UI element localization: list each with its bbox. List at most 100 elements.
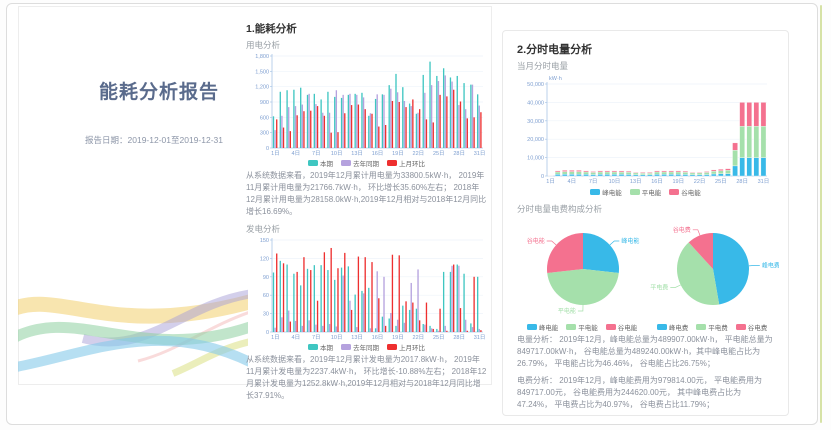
- legend-label: 去年同期: [353, 345, 379, 352]
- usage-summary: 从系统数据来看，2019年12月累计用电量为33800.5kW·h， 2019年…: [246, 171, 487, 216]
- svg-text:10,000: 10,000: [527, 156, 544, 162]
- legend-swatch-icon: [387, 344, 397, 350]
- svg-text:28日: 28日: [453, 150, 465, 157]
- svg-text:10日: 10日: [331, 334, 343, 341]
- cost-composition-pie: 峰电费 平电费 谷电费 峰电费 平电费 谷电费: [647, 217, 779, 332]
- legend-swatch-icon: [656, 324, 667, 330]
- legend-label: 本期: [320, 345, 333, 352]
- svg-text:900: 900: [260, 100, 269, 106]
- svg-text:kW·h: kW·h: [549, 76, 562, 82]
- wave-decoration: [18, 289, 248, 377]
- legend-label: 峰电费: [668, 325, 689, 332]
- legend-label: 去年同期: [353, 161, 379, 168]
- hourly-energy-chart: 0 10,000 20,000 30,000 40,000 50,000 kW·h 1日 4日 7…: [517, 72, 774, 197]
- legend-swatch-icon: [629, 189, 640, 195]
- chart-legend-energy_pie: 峰电能 平电能 谷电能: [517, 322, 647, 332]
- cost-summary: 电费分析： 2019年12月，峰电能费用为979814.00元， 平电能费用为8…: [517, 376, 762, 409]
- svg-text:19日: 19日: [392, 150, 404, 157]
- svg-text:19日: 19日: [392, 334, 404, 341]
- legend-item: 去年同期: [341, 158, 379, 168]
- legend-swatch-icon: [696, 324, 707, 330]
- legend-swatch-icon: [566, 324, 577, 330]
- legend-label: 平电能: [578, 325, 598, 332]
- legend-item: 本期: [308, 158, 333, 168]
- section1-heading: 1.能耗分析: [246, 23, 297, 35]
- svg-text:60: 60: [263, 293, 269, 299]
- legend-item: 上月环比: [387, 342, 425, 352]
- svg-text:平电能: 平电能: [558, 307, 576, 315]
- svg-text:4日: 4日: [292, 334, 301, 341]
- svg-text:31日: 31日: [758, 178, 770, 185]
- legend-label: 上月环比: [399, 345, 425, 352]
- legend-label: 谷电能: [681, 190, 701, 197]
- energy-composition-pie: 峰电能 平电能 谷电能 峰电能 平电能 谷电能: [517, 217, 647, 332]
- legend-swatch-icon: [735, 324, 746, 330]
- svg-text:13日: 13日: [630, 178, 642, 185]
- usage-chart-title: 用电分析: [246, 40, 281, 50]
- svg-text:19日: 19日: [672, 178, 684, 185]
- legend-label: 谷电能: [617, 325, 638, 332]
- legend-swatch-icon: [669, 189, 680, 195]
- svg-text:150: 150: [260, 238, 269, 244]
- legend-item: 谷电能: [605, 322, 638, 332]
- svg-text:22日: 22日: [694, 178, 706, 185]
- svg-text:0: 0: [266, 146, 269, 152]
- legend-swatch-icon: [308, 160, 318, 166]
- svg-text:16日: 16日: [372, 334, 384, 341]
- chart-legend-generation: 本期 去年同期 上月环比: [246, 342, 487, 352]
- svg-text:600: 600: [260, 115, 269, 121]
- electricity-generation-chart: 0 30 60 90 120 150 1日 4日 7日 10日 13日 16日 19日 22日 25日 28日…: [246, 235, 487, 352]
- svg-text:平电费: 平电费: [650, 284, 668, 292]
- svg-text:90: 90: [263, 275, 269, 281]
- svg-text:28日: 28日: [736, 178, 748, 185]
- legend-label: 上月环比: [399, 161, 425, 168]
- svg-text:16日: 16日: [651, 178, 663, 185]
- legend-swatch-icon: [590, 189, 601, 195]
- svg-text:1日: 1日: [546, 178, 555, 185]
- legend-item: 上月环比: [387, 158, 425, 168]
- svg-text:50,000: 50,000: [527, 82, 544, 88]
- legend-item: 峰电能: [526, 322, 558, 332]
- legend-label: 谷电费: [747, 325, 768, 332]
- legend-item: 平电费: [696, 322, 728, 332]
- svg-text:谷电费: 谷电费: [673, 226, 691, 234]
- legend-item: 本期: [308, 342, 333, 352]
- svg-text:13日: 13日: [351, 334, 363, 341]
- legend-item: 平电能: [629, 187, 661, 197]
- legend-label: 峰电能: [602, 190, 622, 197]
- legend-item: 谷电费: [735, 322, 768, 332]
- svg-text:30: 30: [263, 312, 269, 318]
- electricity-usage-chart: 0 300 600 900 1,200 1,500 1,800 1日 4日 7日 10日 13日 16日…: [246, 51, 487, 168]
- svg-text:谷电能: 谷电能: [527, 237, 545, 245]
- svg-text:1日: 1日: [271, 334, 280, 341]
- legend-item: 去年同期: [341, 342, 379, 352]
- svg-text:13日: 13日: [351, 150, 363, 157]
- section2-heading: 2.分时电量分析: [517, 44, 593, 56]
- generation-chart-title: 发电分析: [246, 224, 281, 234]
- legend-item: 峰电费: [656, 322, 689, 332]
- svg-text:20,000: 20,000: [527, 137, 544, 143]
- legend-label: 本期: [320, 161, 333, 168]
- svg-text:4日: 4日: [568, 178, 577, 185]
- svg-text:1日: 1日: [271, 150, 280, 157]
- svg-text:7日: 7日: [589, 178, 598, 185]
- legend-label: 平电费: [708, 325, 728, 332]
- svg-text:1,800: 1,800: [255, 54, 269, 60]
- svg-text:16日: 16日: [372, 150, 384, 157]
- svg-text:31日: 31日: [474, 334, 486, 341]
- svg-text:25日: 25日: [433, 150, 445, 157]
- legend-swatch-icon: [387, 160, 397, 166]
- report-title: 能耗分析报告: [98, 82, 219, 103]
- generation-summary: 从系统数据来看，2019年12月累计发电量为2017.8kW·h， 2019年1…: [246, 355, 487, 400]
- svg-text:1,200: 1,200: [255, 85, 269, 91]
- pie-section-title: 分时电量电费构成分析: [517, 204, 603, 214]
- legend-swatch-icon: [605, 324, 616, 330]
- svg-text:25日: 25日: [715, 178, 727, 185]
- legend-swatch-icon: [526, 324, 537, 330]
- viewer-edge-accent: [820, 5, 822, 423]
- section-energy-analysis: 1.能耗分析 用电分析 0 300 600 900 1,200 1,500 1,800 1日 4…: [246, 21, 487, 407]
- chart-legend-cost_pie: 峰电费 平电费 谷电费: [647, 322, 777, 332]
- hourly-chart-title: 当月分时电量: [517, 61, 569, 71]
- svg-text:120: 120: [260, 256, 269, 262]
